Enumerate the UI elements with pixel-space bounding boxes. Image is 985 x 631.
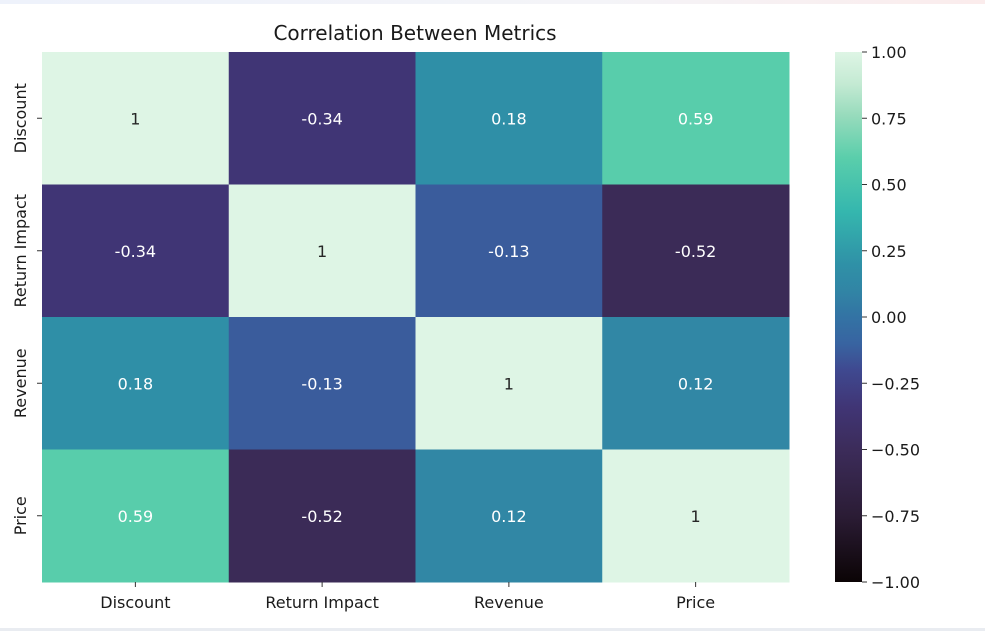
cell-annotation: 0.12 [491,507,527,526]
colorbar-tick-label: −0.75 [871,507,920,526]
cell-annotation: 1 [504,374,514,393]
heatmap-cell [228,52,416,185]
heatmap-cell [228,449,416,583]
cell-annotation: 1 [691,507,701,526]
colorbar-tick-label: 0.00 [871,308,907,327]
heatmap-cell [42,449,230,583]
colorbar-tick-label: 0.75 [871,109,907,128]
colorbar [835,52,862,582]
cell-annotation: -0.13 [301,374,342,393]
heatmap-cell [415,317,603,450]
x-tick-label: Return Impact [265,593,379,612]
heatmap-cell [602,52,790,185]
heatmap-cells [42,52,790,583]
heatmap-cell [415,184,603,318]
heatmap-cell [228,317,416,450]
cell-annotation: 0.12 [678,374,714,393]
colorbar-tick-label: 0.25 [871,242,907,261]
heatmap-cell [42,184,230,318]
heatmap-cell [602,184,790,318]
colorbar-tick-label: −1.00 [871,573,920,592]
heatmap-cell [602,449,790,583]
y-tick-label: Revenue [11,348,30,418]
colorbar-tick-label: 1.00 [871,43,907,62]
y-tick-label: Return Impact [11,194,30,308]
bottom-border [0,628,985,631]
y-tick-label: Price [11,496,30,535]
cell-annotation: -0.52 [301,507,342,526]
colorbar-tick-label: −0.25 [871,374,920,393]
y-tick-label: Discount [11,83,30,153]
cell-annotation: -0.13 [488,242,529,261]
top-border [0,0,985,4]
colorbar-ticks: 1.00 0.75 0.50 0.25 0.00 −0.25 −0.50 −0.75 −1.00 [862,43,920,592]
heatmap-cell [228,184,416,318]
cell-annotation: 1 [317,242,327,261]
x-tick-label: Revenue [474,593,544,612]
colorbar-tick-label: −0.50 [871,441,920,460]
cell-annotation: -0.52 [675,242,716,261]
cell-annotation: 0.18 [491,109,527,128]
x-tick-label: Price [676,593,715,612]
heatmap-cell [415,52,603,185]
cell-annotation: 1 [130,109,140,128]
heatmap-cell [42,317,230,450]
heatmap-cell [602,317,790,450]
cell-annotation: 0.18 [118,374,154,393]
cell-annotation: -0.34 [115,242,156,261]
heatmap-cell [42,52,230,185]
cell-annotations: 1 -0.34 0.18 0.59 -0.34 1 -0.13 -0.52 0.18 -0.13 1… [115,109,717,526]
x-tick-label: Discount [100,593,170,612]
heatmap-cell [415,449,603,583]
chart-title: Correlation Between Metrics [273,21,556,45]
cell-annotation: -0.34 [301,109,342,128]
x-axis: Discount Return Impact Revenue Price [100,582,715,612]
cell-annotation: 0.59 [678,109,714,128]
colorbar-tick-label: 0.50 [871,176,907,195]
cell-annotation: 0.59 [118,507,154,526]
y-axis: Discount Return Impact Revenue Price [11,83,42,535]
